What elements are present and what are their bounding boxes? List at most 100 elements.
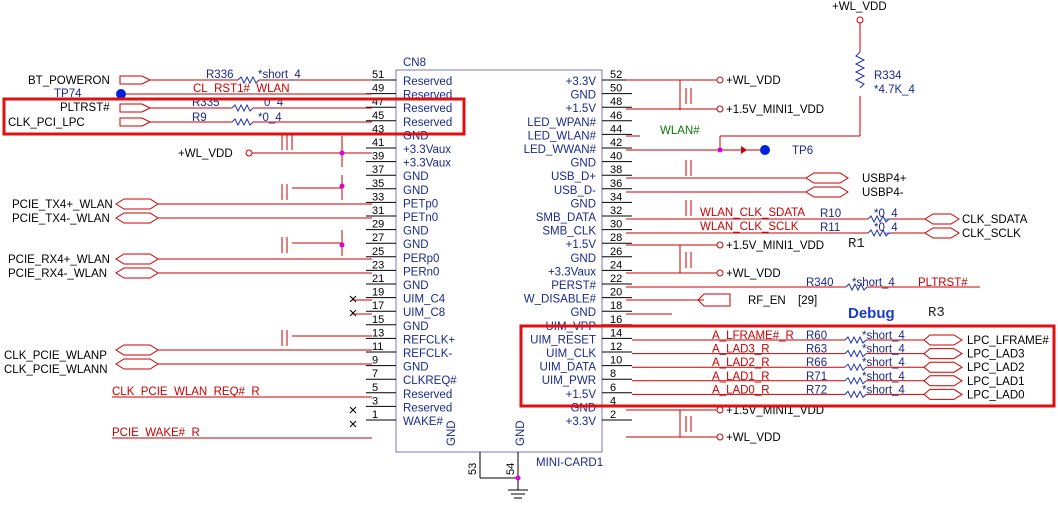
lpc-out-label: LPC_LAD1 (967, 376, 1025, 388)
pin-number: 45 (372, 110, 384, 122)
pin-number: 32 (610, 205, 622, 217)
pin-name: GND (403, 171, 429, 183)
clk-sclk-label: CLK_SCLK (962, 228, 1021, 240)
pin-name: GND (570, 253, 596, 265)
pin-name: REFCLK- (403, 348, 452, 360)
pin-name: Reserved (403, 389, 452, 401)
r10-value: *0_4 (874, 208, 898, 220)
pin-number: 36 (610, 178, 622, 190)
pin-name: GND (570, 402, 596, 414)
pin-number: 5 (372, 382, 378, 394)
r9-ref: R9 (192, 112, 207, 124)
pin-number: 19 (372, 287, 384, 299)
connector-part: MINI-CARD1 (536, 457, 603, 469)
lpc-debug-rows: A_LFRAME#_R R60 *short_4 LPC_LFRAME# A_LAD3_… (632, 330, 1049, 401)
highlight-box-right (519, 324, 1056, 408)
pin-name: SMB_CLK (542, 226, 596, 238)
clk-wlanp-label: CLK_PCIE_WLANP (4, 350, 107, 362)
pin-name: UIM_RESET (530, 334, 596, 346)
pin-number: 25 (372, 246, 384, 258)
pin-name: GND (403, 185, 429, 197)
pin-name: GND (403, 280, 429, 292)
pin-name: LED_WLAN# (528, 130, 597, 142)
pin-name: SMB_DATA (536, 212, 597, 224)
lpc-res-ref: R72 (806, 384, 827, 396)
usbp4n-label: USBP4- (862, 187, 904, 199)
pin-name: UIM_C8 (403, 307, 445, 319)
wlan-sclk-label: WLAN_CLK_SCLK (700, 221, 799, 233)
pin-number: 40 (610, 151, 622, 163)
r340-value: *short_4 (852, 277, 895, 289)
lpc-res-value: *short_4 (862, 371, 905, 383)
lpc-net-label: A_LAD1_R (712, 371, 770, 383)
pin-name: +3.3Vaux (548, 266, 596, 278)
pin-name: UIM_PWR (542, 375, 596, 387)
right-pin-column: 52+3.3V50GND48+1.5V46LED_WPAN#44LED_WLAN… (524, 69, 632, 428)
r336-ref: R336 (206, 69, 234, 81)
v15-6-label: +1.5V_MINI1_VDD (726, 405, 824, 417)
pltrst-label: PLTRST# (60, 102, 110, 114)
bottom-gnd-pins: GND GND 53 54 (446, 420, 528, 499)
pin-number: 49 (372, 83, 384, 95)
pin-number: 44 (610, 123, 622, 135)
pin-number: 30 (610, 219, 622, 231)
connector-ref: CN8 (403, 57, 426, 69)
pin-name: GND (570, 158, 596, 170)
lpc-out-label: LPC_LFRAME# (967, 335, 1049, 347)
lpc-res-value: *short_4 (862, 357, 905, 369)
r336-value: *short_4 (258, 69, 301, 81)
pin-name: Reserved (403, 402, 452, 414)
cl-rst1-label: CL_RST1#_WLAN (193, 83, 290, 95)
pin-number: 29 (372, 219, 384, 231)
junction-dot (717, 147, 723, 153)
pin-name: +1.5V (566, 389, 597, 401)
pin-name: +1.5V (566, 239, 597, 251)
debug-label: Debug (848, 305, 895, 322)
pin-number: 4 (610, 395, 616, 407)
pin-number: 46 (610, 110, 622, 122)
pcie-wake-label: PCIE_WAKE#_R (112, 427, 200, 439)
pin-number: 2 (610, 409, 616, 421)
v15-28-label: +1.5V_MINI1_VDD (726, 240, 824, 252)
rf-en-label: RF_EN (748, 295, 786, 307)
pin-name: PERp0 (403, 253, 439, 265)
tp6-label: TP6 (792, 145, 813, 157)
lpc-res-value: *short_4 (862, 344, 905, 356)
pcie-tx-p-label: PCIE_TX4+_WLAN (12, 199, 113, 211)
lpc-res-ref: R71 (806, 371, 827, 383)
pin-name: W_DISABLE# (524, 294, 597, 306)
lpc-out-label: LPC_LAD3 (967, 349, 1025, 361)
pin-name: PETp0 (403, 198, 438, 210)
pcie-rx-p-label: PCIE_RX4+_WLAN (8, 254, 110, 266)
usbp4p-label: USBP4+ (862, 173, 907, 185)
lpc-res-value: *short_4 (862, 384, 905, 396)
pin-number: 23 (372, 259, 384, 271)
lpc-res-ref: R66 (806, 357, 827, 369)
pin-name: REFCLK+ (403, 334, 455, 346)
pin-number: 14 (610, 327, 622, 339)
pin-number: 12 (610, 341, 622, 353)
pin-number: 27 (372, 232, 384, 244)
pin-number: 31 (372, 205, 384, 217)
lpc-resistor (844, 363, 867, 372)
pin-number: 37 (372, 164, 384, 176)
bt-poweron-port (119, 75, 152, 85)
lpc-resistor (844, 349, 867, 358)
pin-number: 3 (372, 395, 378, 407)
pin-number: 20 (610, 287, 622, 299)
pin-number: 35 (372, 178, 384, 190)
pcie-rx-n-label: PCIE_RX4-_WLAN (8, 268, 107, 280)
pin-name: USB_D- (554, 185, 596, 197)
tp6-testpoint (760, 145, 770, 155)
lpc-net-label: A_LAD3_R (712, 344, 770, 356)
pin-number: 22 (610, 273, 622, 285)
r340-ref: R340 (806, 277, 834, 289)
pin-name: GND (403, 239, 429, 251)
pin-name: Reserved (403, 103, 452, 115)
lpc-resistor (844, 335, 867, 345)
pin-number: 38 (610, 164, 622, 176)
clk-sdata-label: CLK_SDATA (962, 214, 1028, 226)
pin-number: 15 (372, 314, 384, 326)
pin-number: 7 (372, 368, 378, 380)
pin-number: 17 (372, 300, 384, 312)
